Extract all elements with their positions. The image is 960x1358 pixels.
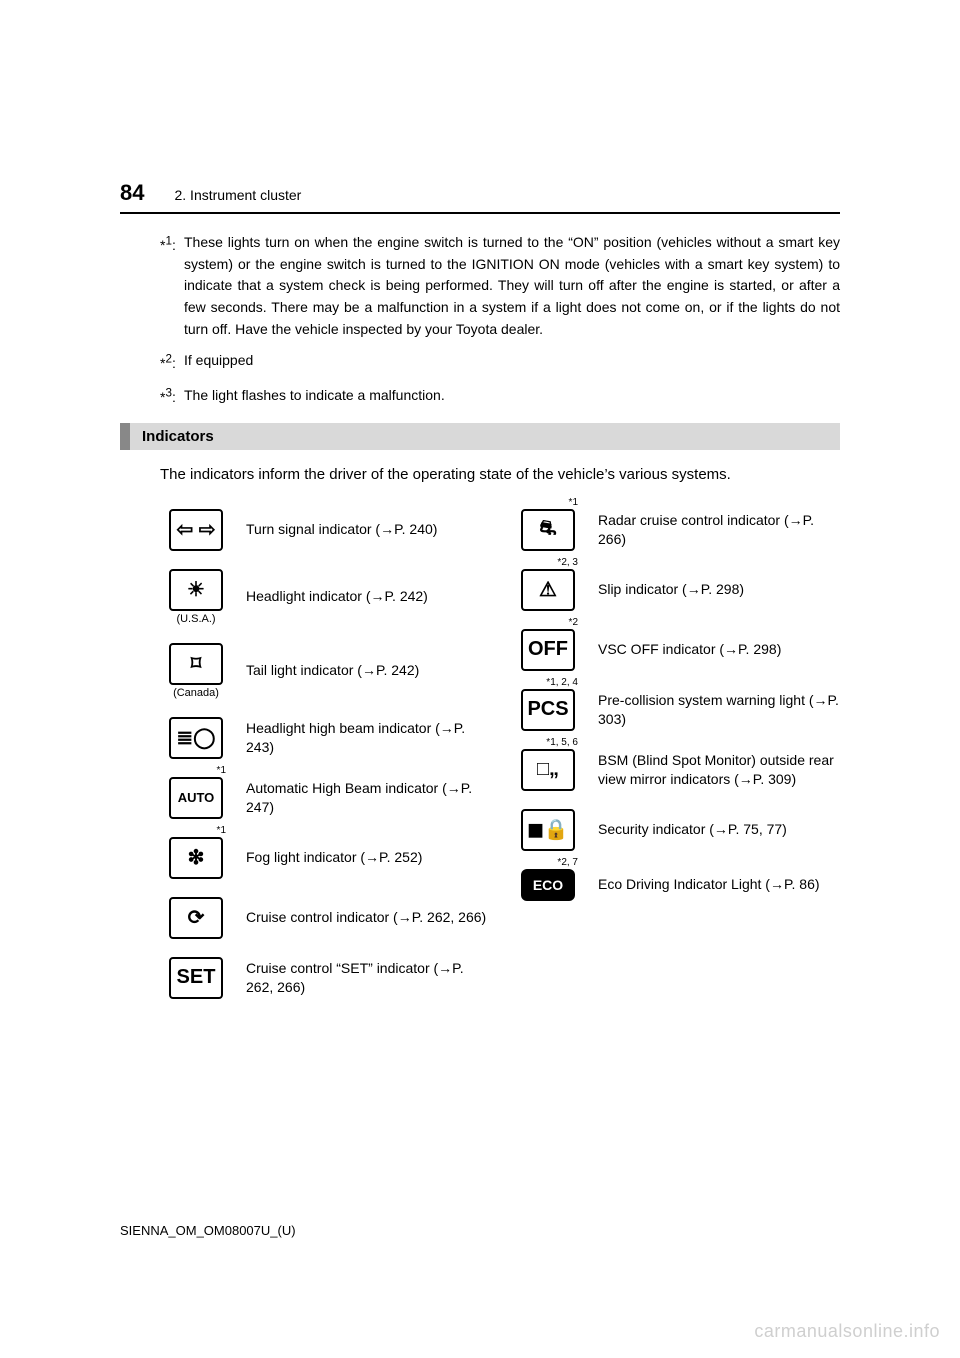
page-header: 84 2. Instrument cluster <box>120 180 840 214</box>
indicator-description: Tail light indicator (→P. 242) <box>246 661 488 680</box>
indicator-icon: ❇ <box>169 837 223 879</box>
indicator-description: Automatic High Beam indicator (→P. 247) <box>246 779 488 817</box>
indicators-heading: Indicators <box>120 423 840 450</box>
indicator-icon-wrap: *1, 5, 6□„ <box>512 749 584 791</box>
footnote-1: **11: These lights turn on when the engi… <box>120 232 840 340</box>
indicator-superscript: *1, 5, 6 <box>546 737 578 748</box>
indicator-row: ≣◯ Headlight high beam indicator (→P. 243… <box>160 717 488 759</box>
indicator-superscript: *2 <box>569 617 578 628</box>
indicator-description: BSM (Blind Spot Monitor) outside rear vi… <box>598 751 840 789</box>
indicator-icon: ⛐ <box>521 509 575 551</box>
indicator-icon: ⟳ <box>169 897 223 939</box>
indicator-description: Pre-collision system warning light (→P. … <box>598 691 840 729</box>
indicator-description: Cruise control “SET” indicator (→P. 262,… <box>246 959 488 997</box>
footnote-2-text: If equipped <box>184 350 840 374</box>
footnote-3-marker: *3: <box>160 389 176 405</box>
indicators-intro: The indicators inform the driver of the … <box>120 464 840 487</box>
indicator-superscript: *2, 7 <box>557 857 578 868</box>
indicator-icon: ⚠ <box>521 569 575 611</box>
indicator-row: *1, 2, 4PCS Pre-collision system warning … <box>512 689 840 731</box>
indicator-icon-wrap: ⇦ ⇨ <box>160 509 232 551</box>
indicator-row: ☀ (U.S.A.) Headlight indicator (→P. 242) <box>160 569 488 625</box>
indicator-icon: ECO <box>521 869 575 901</box>
indicator-row: *2OFF VSC OFF indicator (→P. 298) <box>512 629 840 671</box>
indicator-icon: ◼🔒 <box>521 809 575 851</box>
footnote-3-text: The light flashes to indicate a malfunct… <box>184 385 840 409</box>
page-number: 84 <box>120 180 144 206</box>
indicator-icon: □„ <box>521 749 575 791</box>
indicator-row: *1AUTO Automatic High Beam indicator (→P.… <box>160 777 488 819</box>
indicator-icon-wrap: ⟳ <box>160 897 232 939</box>
indicator-icon-wrap: SET <box>160 957 232 999</box>
section-title: 2. Instrument cluster <box>174 187 301 203</box>
indicator-icon: AUTO <box>169 777 223 819</box>
indicator-icon-wrap: *2, 7ECO <box>512 869 584 901</box>
indicator-icon: PCS <box>521 689 575 731</box>
indicator-row: SET Cruise control “SET” indicator (→P. 2… <box>160 957 488 999</box>
indicator-description: VSC OFF indicator (→P. 298) <box>598 640 840 659</box>
left-column: ⇦ ⇨ Turn signal indicator (→P. 240) ☀ (U.S.… <box>160 509 488 999</box>
indicator-icon-wrap: *2OFF <box>512 629 584 671</box>
indicator-superscript: *1 <box>217 765 226 776</box>
indicator-description: Eco Driving Indicator Light (→P. 86) <box>598 875 840 894</box>
indicator-icon: ☀ <box>169 569 223 611</box>
indicator-icon-wrap: ◼🔒 <box>512 809 584 851</box>
indicator-row: ◼🔒 Security indicator (→P. 75, 77) <box>512 809 840 851</box>
indicator-row: *1❇ Fog light indicator (→P. 252) <box>160 837 488 879</box>
indicator-superscript: *1 <box>217 825 226 836</box>
indicator-icon-wrap: *2, 3⚠ <box>512 569 584 611</box>
indicator-icon-wrap: ⌑ (Canada) <box>160 643 232 699</box>
page-container: 84 2. Instrument cluster **11: These lig… <box>0 0 960 999</box>
indicator-icon: ≣◯ <box>169 717 223 759</box>
indicator-description: Radar cruise control indicator (→P. 266) <box>598 511 840 549</box>
indicator-description: Cruise control indicator (→P. 262, 266) <box>246 908 488 927</box>
indicator-row: *1, 5, 6□„ BSM (Blind Spot Monitor) outsi… <box>512 749 840 791</box>
indicator-row: *2, 3⚠ Slip indicator (→P. 298) <box>512 569 840 611</box>
indicator-icon-wrap: *1AUTO <box>160 777 232 819</box>
indicator-icon-wrap: *1❇ <box>160 837 232 879</box>
right-column: *1⛐ Radar cruise control indicator (→P. 2… <box>512 509 840 999</box>
indicator-description: Headlight indicator (→P. 242) <box>246 587 488 606</box>
indicator-row: *1⛐ Radar cruise control indicator (→P. 2… <box>512 509 840 551</box>
indicator-row: ⟳ Cruise control indicator (→P. 262, 266) <box>160 897 488 939</box>
indicator-superscript: *1 <box>569 497 578 508</box>
indicator-icon: ⇦ ⇨ <box>169 509 223 551</box>
indicator-description: Slip indicator (→P. 298) <box>598 580 840 599</box>
indicator-icon-wrap: ≣◯ <box>160 717 232 759</box>
indicator-row: *2, 7ECO Eco Driving Indicator Light (→P.… <box>512 869 840 901</box>
indicator-description: Security indicator (→P. 75, 77) <box>598 820 840 839</box>
document-code: SIENNA_OM_OM08007U_(U) <box>120 1223 296 1238</box>
indicator-icon: SET <box>169 957 223 999</box>
indicator-icon: ⌑ <box>169 643 223 685</box>
indicator-sublabel: (U.S.A.) <box>176 613 215 625</box>
watermark: carmanualsonline.info <box>754 1321 940 1342</box>
indicator-icon-wrap: *1, 2, 4PCS <box>512 689 584 731</box>
indicator-superscript: *1, 2, 4 <box>546 677 578 688</box>
footnote-3: *3: The light flashes to indicate a malf… <box>120 385 840 409</box>
indicator-description: Fog light indicator (→P. 252) <box>246 848 488 867</box>
indicator-description: Turn signal indicator (→P. 240) <box>246 520 488 539</box>
indicator-columns: ⇦ ⇨ Turn signal indicator (→P. 240) ☀ (U.S.… <box>120 509 840 999</box>
indicator-icon-wrap: ☀ (U.S.A.) <box>160 569 232 625</box>
footnote-2-marker: *2: <box>160 355 176 371</box>
indicator-row: ⌑ (Canada) Tail light indicator (→P. 242) <box>160 643 488 699</box>
indicator-row: ⇦ ⇨ Turn signal indicator (→P. 240) <box>160 509 488 551</box>
indicator-description: Headlight high beam indicator (→P. 243) <box>246 719 488 757</box>
footnote-2: *2: If equipped <box>120 350 840 374</box>
footnote-1-marker: **11: <box>160 237 176 253</box>
footnote-1-text: These lights turn on when the engine swi… <box>184 232 840 340</box>
indicator-sublabel: (Canada) <box>173 687 219 699</box>
indicator-icon: OFF <box>521 629 575 671</box>
indicator-icon-wrap: *1⛐ <box>512 509 584 551</box>
indicator-superscript: *2, 3 <box>557 557 578 568</box>
